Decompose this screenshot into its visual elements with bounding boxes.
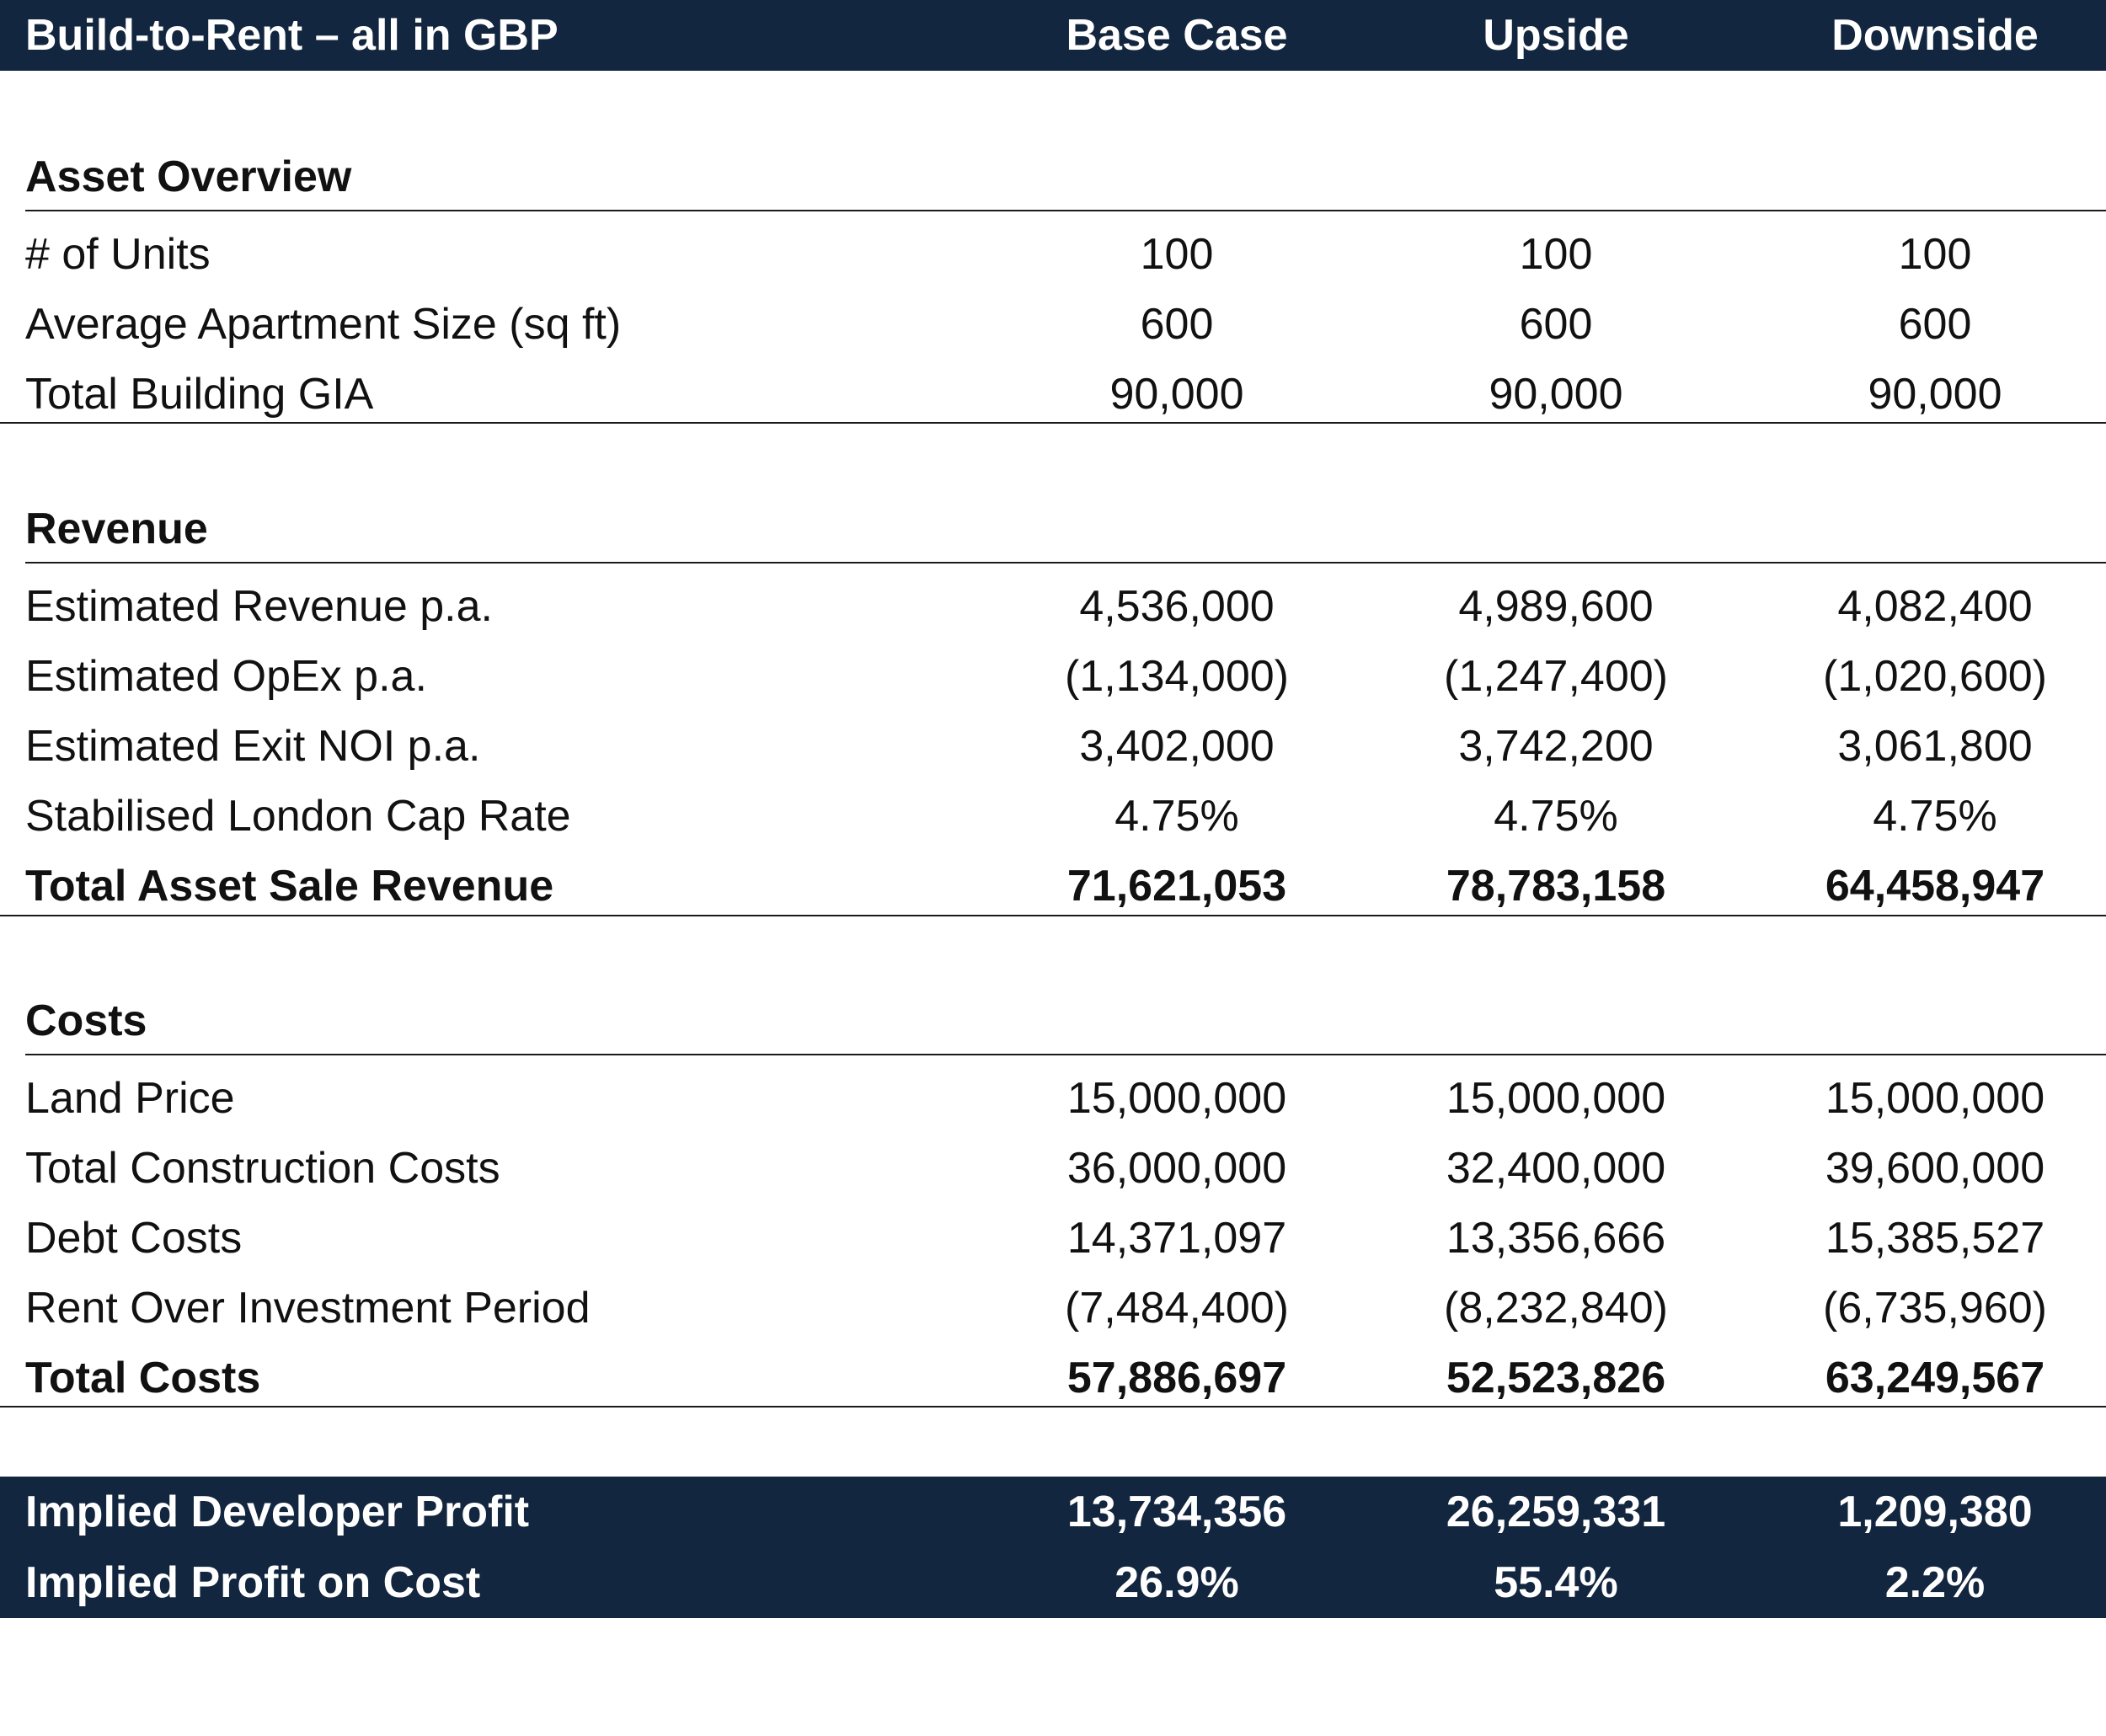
cell-upside: 32,400,000 (1446, 1144, 1666, 1193)
cell-base-case: 4,536,000 (1079, 582, 1275, 631)
table-row: Average Apartment Size (sq ft) 600 600 6… (0, 289, 2106, 358)
cell-upside: 78,783,158 (1446, 862, 1666, 911)
cell-upside: 600 (1519, 300, 1593, 349)
cell-downside: 2.2% (1884, 1558, 1986, 1607)
row-label: Estimated OpEx p.a. (25, 652, 427, 701)
cell-upside: 4.75% (1494, 792, 1618, 841)
row-label: Average Apartment Size (sq ft) (25, 300, 622, 349)
section-divider (25, 210, 2106, 211)
cell-downside: 4,082,400 (1837, 582, 2033, 631)
row-label: Land Price (25, 1074, 235, 1123)
row-label: Estimated Revenue p.a. (25, 582, 493, 631)
section-title-revenue: Revenue (25, 505, 208, 553)
row-label: Total Construction Costs (25, 1144, 500, 1193)
cell-downside: 600 (1898, 300, 1972, 349)
table-title: Build-to-Rent – all in GBP (25, 11, 559, 60)
summary-row: Implied Developer Profit 13,734,356 26,2… (0, 1477, 2106, 1546)
column-header-downside: Downside (1831, 11, 2039, 60)
cell-base-case: 36,000,000 (1066, 1144, 1287, 1193)
column-header-upside: Upside (1483, 11, 1629, 60)
cell-upside: 4,989,600 (1458, 582, 1654, 631)
row-label: Implied Developer Profit (25, 1488, 530, 1536)
table-row: Stabilised London Cap Rate 4.75% 4.75% 4… (0, 781, 2106, 850)
section-title-costs: Costs (25, 996, 147, 1045)
table-row: Total Building GIA 90,000 90,000 90,000 (0, 359, 2106, 428)
cell-upside: 3,742,200 (1458, 722, 1654, 771)
section-divider (25, 562, 2106, 564)
row-label: Debt Costs (25, 1214, 243, 1263)
cell-base-case: 90,000 (1109, 370, 1244, 419)
total-row: Total Asset Sale Revenue 71,621,053 78,7… (0, 851, 2106, 920)
table-row: Estimated OpEx p.a. (1,134,000) (1,247,4… (0, 641, 2106, 710)
cell-downside: 64,458,947 (1825, 862, 2045, 911)
cell-upside: 26,259,331 (1446, 1488, 1666, 1536)
table-row: # of Units 100 100 100 (0, 219, 2106, 288)
cell-downside: (1,020,600) (1823, 652, 2047, 701)
table-row: Debt Costs 14,371,097 13,356,666 15,385,… (0, 1203, 2106, 1272)
cell-downside: 100 (1898, 230, 1972, 279)
cell-downside: 39,600,000 (1825, 1144, 2045, 1193)
cell-base-case: 15,000,000 (1066, 1074, 1287, 1123)
row-label: Estimated Exit NOI p.a. (25, 722, 481, 771)
section-divider (25, 1054, 2106, 1055)
cell-upside: 100 (1519, 230, 1593, 279)
cell-downside: 1,209,380 (1837, 1488, 2033, 1536)
cell-upside: 55.4% (1494, 1558, 1618, 1607)
cell-downside: (6,735,960) (1823, 1284, 2047, 1333)
cell-base-case: 57,886,697 (1066, 1354, 1287, 1402)
cell-base-case: 3,402,000 (1079, 722, 1275, 771)
row-label: # of Units (25, 230, 211, 279)
row-label: Total Building GIA (25, 370, 374, 419)
cell-upside: 90,000 (1489, 370, 1623, 419)
row-label: Stabilised London Cap Rate (25, 792, 571, 841)
cell-base-case: 14,371,097 (1066, 1214, 1287, 1263)
cell-upside: (8,232,840) (1444, 1284, 1668, 1333)
cell-base-case: 4.75% (1114, 792, 1239, 841)
cell-upside: 13,356,666 (1446, 1214, 1666, 1263)
cell-downside: 63,249,567 (1825, 1354, 2045, 1402)
cell-downside: 90,000 (1868, 370, 2002, 419)
summary-row: Implied Profit on Cost 26.9% 55.4% 2.2% (0, 1547, 2106, 1616)
section-divider (0, 1406, 2106, 1407)
cell-base-case: 100 (1140, 230, 1214, 279)
table-row: Rent Over Investment Period (7,484,400) … (0, 1273, 2106, 1342)
cell-downside: 3,061,800 (1837, 722, 2033, 771)
cell-base-case: 26.9% (1114, 1558, 1239, 1607)
row-label: Implied Profit on Cost (25, 1558, 481, 1607)
summary-footer: Implied Developer Profit 13,734,356 26,2… (0, 1477, 2106, 1618)
section-divider (0, 422, 2106, 424)
table-row: Total Construction Costs 36,000,000 32,4… (0, 1133, 2106, 1202)
column-header-base-case: Base Case (1066, 11, 1288, 60)
cell-downside: 15,000,000 (1825, 1074, 2045, 1123)
section-divider (0, 915, 2106, 916)
table-row: Estimated Revenue p.a. 4,536,000 4,989,6… (0, 571, 2106, 640)
cell-base-case: 71,621,053 (1066, 862, 1287, 911)
table-row: Land Price 15,000,000 15,000,000 15,000,… (0, 1063, 2106, 1132)
total-row: Total Costs 57,886,697 52,523,826 63,249… (0, 1343, 2106, 1412)
cell-base-case: (1,134,000) (1065, 652, 1289, 701)
cell-upside: 52,523,826 (1446, 1354, 1666, 1402)
cell-base-case: (7,484,400) (1065, 1284, 1289, 1333)
cell-base-case: 13,734,356 (1066, 1488, 1287, 1536)
table-header: Build-to-Rent – all in GBP Base Case Ups… (0, 0, 2106, 71)
row-label: Total Asset Sale Revenue (25, 862, 554, 911)
cell-base-case: 600 (1140, 300, 1214, 349)
table-row: Estimated Exit NOI p.a. 3,402,000 3,742,… (0, 711, 2106, 780)
cell-upside: 15,000,000 (1446, 1074, 1666, 1123)
cell-downside: 4.75% (1873, 792, 1997, 841)
cell-upside: (1,247,400) (1444, 652, 1668, 701)
row-label: Rent Over Investment Period (25, 1284, 591, 1333)
row-label: Total Costs (25, 1354, 261, 1402)
section-title-asset-overview: Asset Overview (25, 152, 352, 201)
cell-downside: 15,385,527 (1825, 1214, 2045, 1263)
